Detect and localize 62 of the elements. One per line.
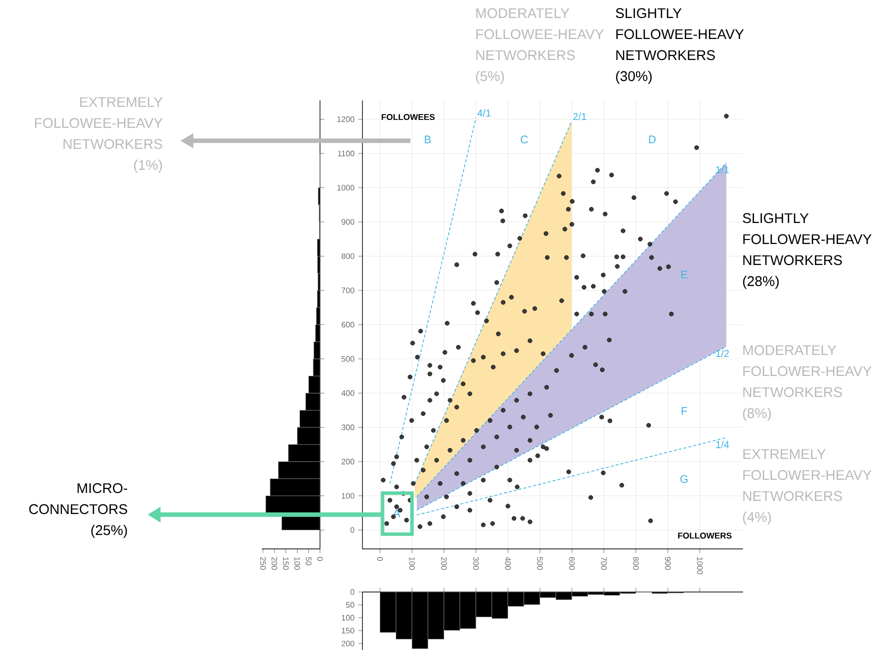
annotation: F	[682, 407, 688, 415]
series-label: 2/1	[573, 112, 586, 120]
text: (25%)	[91, 524, 127, 538]
text: MODERATELY FOLLOWEE-HEAVY NETWORKERS	[476, 8, 604, 60]
x-tick-label: 200	[441, 557, 447, 570]
annotation: G	[680, 475, 688, 483]
y-tick-label: 400	[341, 390, 354, 396]
y-tick-label: 50	[346, 602, 354, 608]
x-tick-label: 500	[537, 557, 543, 570]
y-tick-label: 500	[342, 356, 354, 362]
text: (8%)	[743, 408, 771, 421]
y-tick-label: 200	[342, 458, 354, 464]
x-tick-label: 100	[409, 557, 415, 570]
y-axis-title: FOLLOWEES	[382, 114, 435, 120]
annotation: E	[681, 270, 688, 278]
x-tick-label: 900	[665, 557, 671, 570]
y-tick-label: 1000	[337, 184, 354, 191]
x-tick-label: 100	[294, 557, 300, 570]
x-tick-label: 0	[377, 557, 383, 561]
annotation: B	[424, 136, 431, 144]
y-tick-label: 0	[350, 527, 354, 533]
y-tick-label: 600	[342, 322, 354, 328]
x-tick-label: 600	[569, 557, 575, 570]
text: MODERATELY FOLLOWER-HEAVY NETWORKERS	[743, 345, 872, 398]
y-tick-label: 700	[342, 288, 354, 294]
annotation: SLIGHTLY FOLLOWER-HEAVY NETWORKERS	[742, 213, 872, 266]
x-tick-label: 700	[601, 557, 607, 570]
x-tick-label: 150	[282, 557, 289, 570]
y-tick-label: 0	[350, 589, 354, 595]
text: SLIGHTLY FOLLOWEE-HEAVY NETWORKERS	[616, 8, 744, 60]
x-tick-label: 1000	[696, 557, 703, 574]
x-tick-label: 800	[633, 557, 639, 570]
x-tick-label: 200	[272, 557, 278, 570]
y-tick-label: 1100	[338, 150, 354, 156]
text: (4%)	[743, 512, 771, 525]
y-tick-label: 200	[342, 640, 354, 646]
x-tick-label: 50	[306, 557, 312, 566]
y-tick-label: 100	[342, 492, 354, 499]
y-tick-label: 100	[342, 614, 354, 621]
annotation: C	[520, 136, 528, 144]
y-tick-label: 1200	[337, 116, 354, 122]
text: (28%)	[743, 276, 779, 289]
y-tick-label: 900	[342, 219, 354, 225]
x-axis-title: FOLLOWERS	[678, 532, 732, 539]
y-tick-label: 150	[342, 628, 354, 634]
y-tick-label: 800	[342, 253, 354, 259]
series-label: 1/1	[716, 166, 729, 174]
series-label: 1/2	[716, 350, 729, 358]
text: MICRO-CONNECTORS	[29, 483, 128, 514]
text: (1%)	[134, 160, 162, 173]
series-label: 1/4	[716, 440, 730, 448]
y-tick-label: 300	[342, 424, 354, 430]
x-tick-label: 300	[473, 556, 479, 570]
text: (5%)	[476, 70, 504, 84]
x-tick-label: 0	[317, 557, 323, 561]
x-tick-label: 250	[260, 557, 266, 570]
annotation: D	[649, 136, 656, 144]
series-label: 4/1	[477, 109, 491, 117]
x-tick-label: 400	[505, 556, 511, 570]
text: EXTREMELY FOLLOWER-HEAVY NETWORKERS	[743, 449, 872, 501]
text: EXTREMELY FOLLOWEE-HEAVY NETWORKERS	[35, 97, 163, 149]
text: (30%)	[616, 70, 652, 84]
